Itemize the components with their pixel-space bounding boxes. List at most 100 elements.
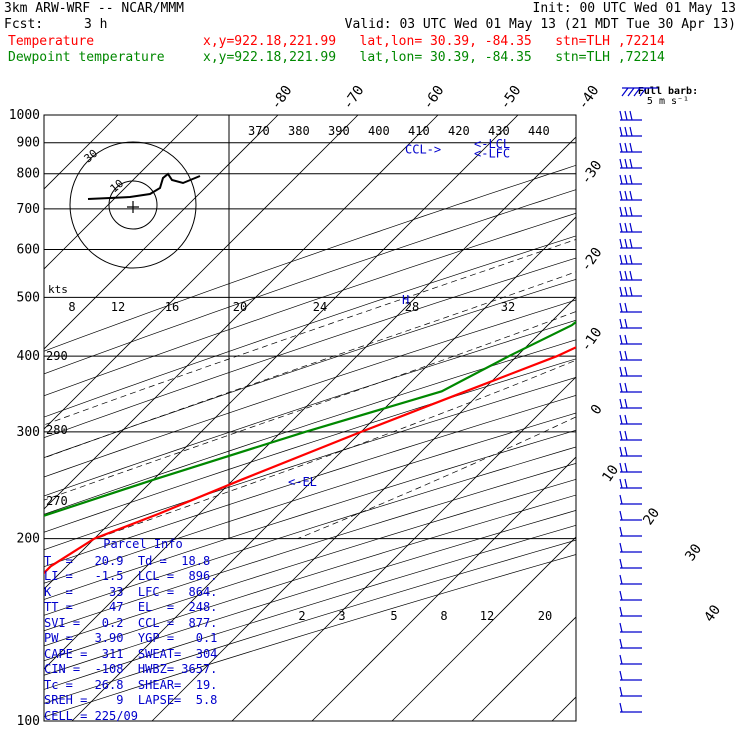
mixing-ratio-label: 2 bbox=[298, 609, 305, 623]
theta-label: 380 bbox=[288, 124, 310, 138]
wind-barb bbox=[619, 302, 642, 313]
wind-barb bbox=[619, 206, 642, 217]
init-time: Init: 00 UTC Wed 01 May 13 bbox=[532, 1, 737, 16]
theta-label: 370 bbox=[248, 124, 270, 138]
parcel-info-panel: Parcel Info T = 20.9 Td = 18.8 LI = -1.5 … bbox=[44, 537, 242, 732]
dry-adiabat bbox=[44, 235, 576, 418]
theta-label: 440 bbox=[528, 124, 550, 138]
moist-adiabat bbox=[44, 239, 576, 426]
isotherm-line bbox=[44, 115, 439, 510]
theta-label: 280 bbox=[46, 423, 68, 437]
wind-barb bbox=[619, 590, 642, 601]
isotherm-line bbox=[231, 376, 576, 721]
wind-barb bbox=[619, 638, 642, 649]
parcel-info-row: SREH = 9 LAPSE= 5.8 bbox=[44, 693, 218, 707]
isotherm-label: -10 bbox=[578, 325, 606, 355]
moist-adiabat bbox=[44, 271, 576, 459]
parcel-info-row: PW = 3.90 YGP = 0.1 bbox=[44, 631, 218, 645]
isotherm-line bbox=[311, 456, 576, 721]
speed-scale-label: 28 bbox=[405, 300, 419, 314]
speed-scale-label: 32 bbox=[501, 300, 515, 314]
hodograph-ring-label: 30 bbox=[82, 147, 101, 165]
isotherm-line bbox=[632, 115, 740, 721]
dry-adiabat bbox=[44, 412, 576, 584]
wind-barb bbox=[619, 174, 642, 185]
dewpoint-legend: Dewpoint temperature bbox=[8, 50, 165, 65]
annotation-label: H bbox=[402, 293, 409, 307]
wind-barb bbox=[619, 686, 642, 697]
dewpoint-location: x,y=922.18,221.99 lat,lon= 30.39, -84.35… bbox=[203, 50, 665, 65]
wind-barb bbox=[619, 606, 642, 617]
isotherm-line bbox=[151, 296, 576, 721]
theta-label: 420 bbox=[448, 124, 470, 138]
wind-barb bbox=[619, 574, 642, 585]
annotation-label: CCL-> bbox=[405, 143, 441, 157]
wind-barb bbox=[619, 446, 642, 457]
wind-barb bbox=[619, 142, 642, 153]
dry-adiabat bbox=[44, 319, 576, 497]
diagram-grid bbox=[44, 115, 740, 721]
theta-label: 390 bbox=[328, 124, 350, 138]
pressure-tick-label: 600 bbox=[17, 242, 40, 257]
mixing-ratio-label: 12 bbox=[480, 609, 494, 623]
wind-barb bbox=[619, 398, 642, 409]
isotherm-label: -60 bbox=[420, 83, 448, 113]
wind-barb bbox=[619, 366, 642, 377]
wind-barb bbox=[619, 478, 642, 489]
speed-scale-label: 16 bbox=[165, 300, 179, 314]
isotherm-line bbox=[44, 115, 279, 350]
dry-adiabat bbox=[44, 429, 576, 600]
isotherm-label: 10 bbox=[599, 462, 622, 485]
temperature-trace bbox=[44, 346, 576, 575]
pressure-tick-label: 1000 bbox=[9, 108, 40, 123]
dry-adiabat bbox=[44, 358, 576, 533]
wind-barb bbox=[619, 462, 642, 473]
isotherm-line bbox=[471, 616, 576, 721]
dry-adiabat bbox=[44, 462, 576, 632]
mixing-ratio-line bbox=[704, 115, 740, 249]
annotation-label: <-EL bbox=[288, 475, 317, 489]
theta-label: 410 bbox=[408, 124, 430, 138]
wind-barb-legend bbox=[621, 87, 658, 97]
annotation-label: <-LFC bbox=[474, 146, 510, 160]
dry-adiabat bbox=[44, 376, 576, 551]
forecast-label: Fcst: bbox=[4, 17, 44, 32]
mixing-ratio-label: 5 bbox=[390, 609, 397, 623]
parcel-info-row: LI = -1.5 LCL = 896. bbox=[44, 569, 218, 583]
parcel-info-title: Parcel Info bbox=[103, 537, 183, 551]
wind-barb bbox=[619, 222, 642, 233]
wind-barb bbox=[619, 270, 642, 281]
isotherm-label: 40 bbox=[701, 602, 724, 625]
wind-barb bbox=[619, 622, 642, 633]
hodograph-ring-outer bbox=[69, 141, 197, 269]
plot-frame bbox=[43, 114, 577, 722]
moist-adiabat bbox=[44, 311, 576, 501]
pressure-tick-label: 200 bbox=[17, 532, 40, 547]
isotherm-label: 0 bbox=[588, 402, 606, 418]
mixing-ratio-line bbox=[664, 115, 740, 249]
pressure-tick-label: 400 bbox=[17, 349, 40, 364]
wind-barb bbox=[619, 158, 642, 169]
hodograph-kts-label: kts bbox=[48, 283, 68, 296]
isotherm-line bbox=[44, 115, 359, 430]
isotherm-label: -40 bbox=[575, 83, 603, 113]
wind-barb bbox=[619, 318, 642, 329]
dry-adiabat bbox=[44, 164, 576, 352]
isotherm-line bbox=[391, 536, 576, 721]
isotherm-label: -50 bbox=[497, 83, 525, 113]
hodograph-trace bbox=[87, 172, 201, 200]
parcel-info-row: Tc = 26.8 SHEAR= 19. bbox=[44, 677, 218, 692]
wind-barbs: Full barb:5 m s⁻¹ bbox=[619, 86, 698, 713]
theta-label: 400 bbox=[368, 124, 390, 138]
sounding-traces bbox=[44, 320, 576, 575]
parcel-info-row: K = 33 LFC = 864. bbox=[44, 584, 218, 599]
wind-barb bbox=[619, 190, 642, 201]
pressure-tick-label: 700 bbox=[17, 202, 40, 217]
hodograph-ring-label: 10 bbox=[108, 177, 127, 195]
wind-barb-legend-title: Full barb: bbox=[638, 86, 698, 97]
wind-barb bbox=[619, 238, 642, 249]
temperature-location: x,y=922.18,221.99 lat,lon= 30.39, -84.35… bbox=[203, 34, 665, 49]
parcel-info-row: CIN = -108 HWBZ= 3657. bbox=[44, 662, 218, 676]
